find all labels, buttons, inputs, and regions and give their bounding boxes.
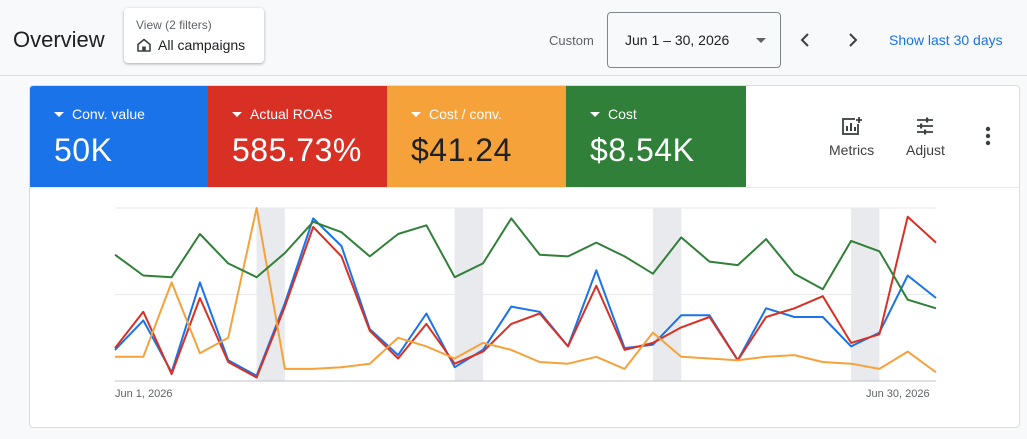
date-range-value: Jun 1 – 30, 2026 <box>625 32 730 48</box>
metric-tile-actual-roas[interactable]: Actual ROAS 585.73% <box>208 86 387 187</box>
metric-value: $41.24 <box>411 132 512 168</box>
adjust-label: Adjust <box>906 142 945 158</box>
add-chart-icon <box>841 116 863 135</box>
metric-value: $8.54K <box>590 132 695 168</box>
x-axis-end-label: Jun 30, 2026 <box>866 388 930 400</box>
metric-label: Cost <box>608 106 637 122</box>
metric-label: Cost / conv. <box>429 106 502 122</box>
more-vert-icon <box>985 126 991 146</box>
overview-chart-card: Conv. value 50K Actual ROAS 585.73% Cost… <box>29 85 1020 428</box>
view-filter-value: All campaigns <box>136 37 245 53</box>
caret-down-icon <box>411 111 421 117</box>
caret-down-icon <box>54 111 64 117</box>
view-filter-label: All campaigns <box>158 37 246 53</box>
show-last-30-days-link[interactable]: Show last 30 days <box>889 32 1003 48</box>
tile-divider <box>30 187 1019 188</box>
chevron-right-icon <box>849 33 858 47</box>
chevron-left-icon <box>800 33 809 47</box>
metric-value: 50K <box>54 132 113 168</box>
next-period-button[interactable] <box>841 26 865 54</box>
metric-label: Conv. value <box>72 106 145 122</box>
caret-down-icon <box>232 111 242 117</box>
previous-period-button[interactable] <box>793 26 817 54</box>
top-bar: Overview View (2 filters) All campaigns … <box>0 0 1027 76</box>
performance-line-chart <box>114 207 937 382</box>
metrics-button[interactable]: Metrics <box>829 116 874 158</box>
metrics-label: Metrics <box>829 142 875 158</box>
custom-label: Custom <box>549 33 594 48</box>
date-range-picker[interactable]: Jun 1 – 30, 2026 <box>607 12 781 68</box>
x-axis-start-label: Jun 1, 2026 <box>115 388 173 400</box>
view-filter-selector[interactable]: View (2 filters) All campaigns <box>124 8 264 63</box>
adjust-button[interactable]: Adjust <box>906 116 945 158</box>
caret-down-icon <box>756 38 766 43</box>
page-title: Overview <box>13 27 105 52</box>
metric-label: Actual ROAS <box>250 106 333 122</box>
metric-value: 585.73% <box>232 132 362 168</box>
tune-icon <box>917 117 934 135</box>
more-options-button[interactable] <box>980 124 996 148</box>
series-line-3 <box>115 207 937 374</box>
series-line-4 <box>114 217 937 310</box>
home-icon <box>137 38 151 52</box>
metric-tile-conv-value[interactable]: Conv. value 50K <box>30 86 208 187</box>
metric-tile-cost-per-conv[interactable]: Cost / conv. $41.24 <box>387 86 566 187</box>
series-line-1 <box>114 217 937 377</box>
series-line-2 <box>114 215 937 379</box>
caret-down-icon <box>590 111 600 117</box>
view-filter-count: View (2 filters) <box>136 18 212 32</box>
metric-tile-cost[interactable]: Cost $8.54K <box>566 86 746 187</box>
